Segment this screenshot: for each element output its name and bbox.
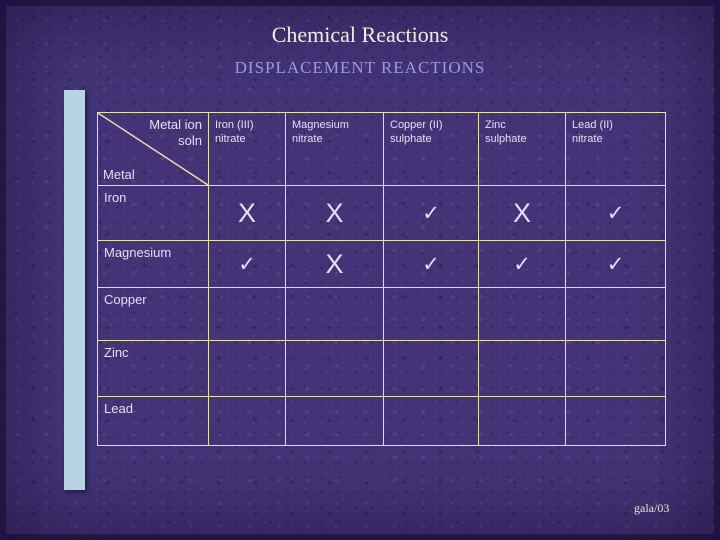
row-label: Lead	[97, 396, 209, 446]
page-title: Chemical Reactions	[271, 22, 449, 47]
column-header-magnesium-nitrate: Magnesium nitrate	[285, 112, 384, 186]
corner-top-line2: soln	[178, 133, 202, 149]
result-x-mark: X	[208, 185, 286, 241]
header-row: Metal ion soln Metal Iron (III) nitrate …	[97, 112, 666, 186]
row-label: Copper	[97, 287, 209, 341]
result-empty-cell	[565, 340, 666, 397]
reaction-table: Metal ion soln Metal Iron (III) nitrate …	[97, 112, 666, 446]
corner-bottom-label: Metal	[103, 167, 135, 182]
result-check-mark: ✓	[478, 240, 566, 288]
result-empty-cell	[208, 340, 286, 397]
table-row-copper: Copper	[97, 287, 666, 341]
table-row-lead: Lead	[97, 396, 666, 446]
table-row-iron: Iron X X ✓ X ✓	[97, 185, 666, 241]
column-header-zinc-sulphate: Zinc sulphate	[478, 112, 566, 186]
table-row-zinc: Zinc	[97, 340, 666, 397]
accent-bar	[64, 90, 85, 490]
result-empty-cell	[285, 287, 384, 341]
result-empty-cell	[208, 287, 286, 341]
corner-top-label: Metal ion soln	[149, 117, 202, 150]
row-label: Magnesium	[97, 240, 209, 288]
result-x-mark: X	[285, 240, 384, 288]
result-check-mark: ✓	[383, 185, 479, 241]
table-row-magnesium: Magnesium ✓ X ✓ ✓ ✓	[97, 240, 666, 288]
result-empty-cell	[383, 340, 479, 397]
row-label: Zinc	[97, 340, 209, 397]
result-x-mark: X	[478, 185, 566, 241]
result-empty-cell	[478, 396, 566, 446]
result-empty-cell	[565, 396, 666, 446]
result-empty-cell	[478, 287, 566, 341]
result-empty-cell	[208, 396, 286, 446]
result-check-mark: ✓	[383, 240, 479, 288]
row-label: Iron	[97, 185, 209, 241]
result-empty-cell	[383, 396, 479, 446]
column-header-copper-sulphate: Copper (II) sulphate	[383, 112, 479, 186]
result-empty-cell	[478, 340, 566, 397]
result-empty-cell	[565, 287, 666, 341]
corner-top-line1: Metal ion	[149, 117, 202, 132]
result-empty-cell	[285, 340, 384, 397]
footer-credit: gala/03	[634, 501, 670, 515]
result-empty-cell	[383, 287, 479, 341]
result-check-mark: ✓	[208, 240, 286, 288]
corner-cell: Metal ion soln Metal	[97, 112, 209, 186]
result-empty-cell	[285, 396, 384, 446]
diagonal-divider-line	[98, 113, 208, 185]
page-subtitle: DISPLACEMENT REACTIONS	[234, 58, 486, 77]
column-header-lead-nitrate: Lead (II) nitrate	[565, 112, 666, 186]
result-x-mark: X	[285, 185, 384, 241]
result-check-mark: ✓	[565, 185, 666, 241]
column-header-iron-nitrate: Iron (III) nitrate	[208, 112, 286, 186]
result-check-mark: ✓	[565, 240, 666, 288]
